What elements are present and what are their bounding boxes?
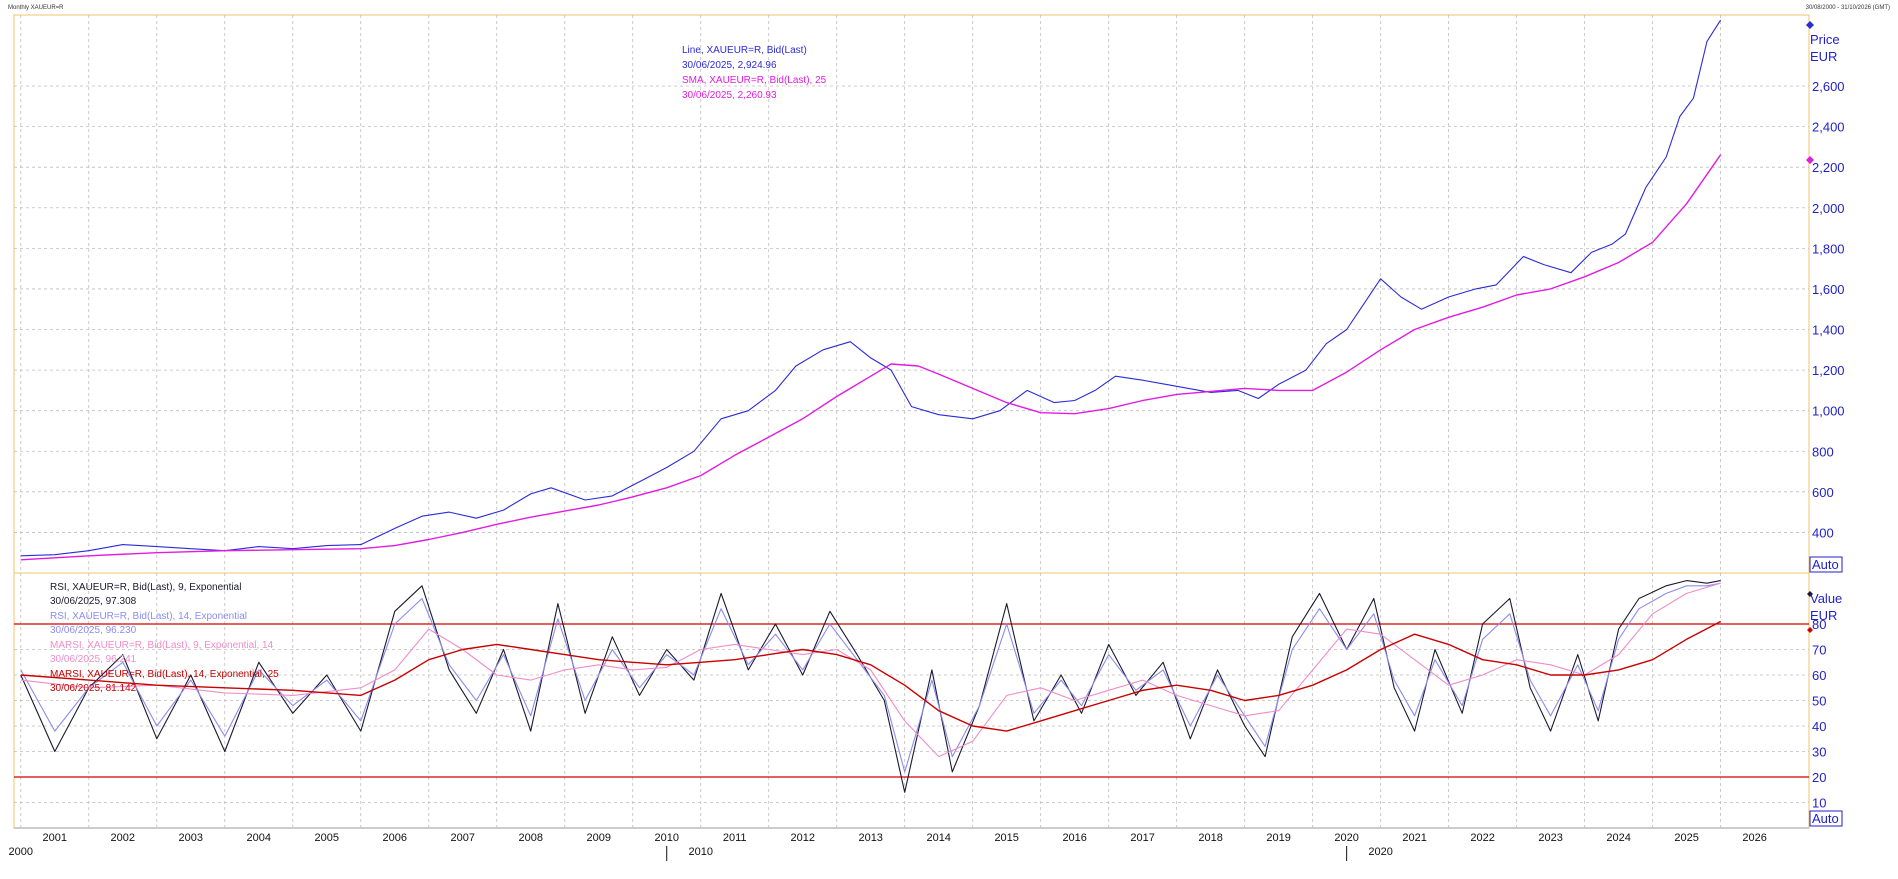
oscillator-legend: RSI, XAUEUR=R, Bid(Last), 9, Exponential…	[50, 582, 279, 694]
y-tick-label: 20	[1812, 770, 1826, 785]
x-decade-label: 2010	[688, 846, 712, 858]
y-tick-label: 40	[1812, 719, 1826, 734]
y-tick-label: 2,600	[1812, 79, 1845, 94]
x-tick-label: 2006	[383, 832, 407, 844]
x-decade-label: 2000	[9, 846, 33, 858]
x-tick-label: 2008	[519, 832, 543, 844]
legend-rsi9-value: 30/06/2025, 97.308	[50, 596, 137, 607]
y-tick-label: 2,400	[1812, 120, 1845, 135]
y-tick-label: 80	[1812, 617, 1826, 632]
price-auto-button[interactable]	[1809, 556, 1843, 573]
legend-rsi14-value: 30/06/2025, 96.230	[50, 625, 137, 636]
x-tick-label: 2017	[1130, 832, 1154, 844]
y-tick-label: 2,000	[1812, 201, 1845, 216]
legend-price-label: Line, XAUEUR=R, Bid(Last)	[682, 45, 807, 56]
legend-marsi9-label: MARSI, XAUEUR=R, Bid(Last), 9, Exponenti…	[50, 640, 274, 651]
series-line-sma	[20, 154, 1722, 561]
y-tick-labels: 400 600 800 1,000 1,200 1,400 1,600 1,800 2,000 2…	[1812, 79, 1845, 810]
y-tick-label: 400	[1812, 525, 1834, 540]
x-decade-label: 2020	[1368, 846, 1392, 858]
x-tick-label: 2012	[790, 832, 814, 844]
x-tick-label: 2014	[926, 832, 950, 844]
legend-marsi14-label: MARSI, XAUEUR=R, Bid(Last), 14, Exponent…	[50, 669, 279, 680]
x-tick-label: 2007	[451, 832, 475, 844]
x-tick-label: 2021	[1402, 832, 1426, 844]
y-tick-label: 600	[1812, 485, 1834, 500]
price-axis-unit: EUR	[1810, 49, 1837, 64]
x-tick-label: 2015	[994, 832, 1018, 844]
y-tick-label: 800	[1812, 444, 1834, 459]
series-line-marsi9	[20, 582, 1721, 758]
legend-sma-value: 30/06/2025, 2,260.93	[682, 90, 777, 101]
y-tick-label: 2,200	[1812, 160, 1845, 175]
legend-rsi9-label: RSI, XAUEUR=R, Bid(Last), 9, Exponential	[50, 582, 241, 593]
value-auto-button[interactable]	[1809, 810, 1843, 827]
series-line-price	[20, 19, 1722, 557]
y-tick-label: 10	[1812, 796, 1826, 811]
x-tick-label: 2019	[1266, 832, 1290, 844]
rsi-marker-icon	[1807, 591, 1813, 597]
legend-price-value: 30/06/2025, 2,924.96	[682, 60, 777, 71]
value-axis-title: Value	[1810, 591, 1842, 606]
y-tick-label: 60	[1812, 668, 1826, 683]
legend-sma-label: SMA, XAUEUR=R, Bid(Last), 25	[682, 75, 827, 86]
price-marker-icon	[1806, 21, 1814, 29]
x-tick-label: 2020	[1334, 832, 1358, 844]
price-legend: Line, XAUEUR=R, Bid(Last) 30/06/2025, 2,…	[682, 45, 827, 101]
y-tick-label: 1,400	[1812, 323, 1845, 338]
x-tick-label: 2022	[1470, 832, 1494, 844]
x-tick-label: 2013	[858, 832, 882, 844]
x-tick-label: 2024	[1606, 832, 1630, 844]
legend-marsi9-value: 30/06/2025, 96.241	[50, 654, 137, 665]
price-axis-title: Price	[1810, 32, 1840, 47]
oscillator-levels	[14, 623, 1809, 778]
y-tick-label: 30	[1812, 745, 1826, 760]
y-tick-label: 70	[1812, 643, 1826, 658]
x-tick-label: 2025	[1674, 832, 1698, 844]
legend-marsi14-value: 30/06/2025, 81.142	[50, 683, 137, 694]
chart-date-range: 30/08/2000 - 31/10/2026 (GMT)	[1806, 5, 1890, 11]
x-tick-label: 2002	[111, 832, 135, 844]
series-line-rsi9	[20, 580, 1721, 793]
x-tick-label: 2005	[315, 832, 339, 844]
series-group	[20, 19, 1722, 793]
y-tick-label: 1,200	[1812, 363, 1845, 378]
sma-marker-icon	[1806, 156, 1814, 164]
legend-rsi14-label: RSI, XAUEUR=R, Bid(Last), 14, Exponentia…	[50, 611, 247, 622]
series-line-rsi14	[20, 582, 1721, 773]
x-tick-label: 2026	[1742, 832, 1766, 844]
price-auto-label: Auto	[1812, 557, 1839, 572]
y-tick-label: 1,600	[1812, 282, 1845, 297]
marsi-marker-icon	[1807, 627, 1813, 633]
price-panel[interactable]	[13, 14, 1810, 574]
x-tick-labels: 2001 2002 2003 2004 2005 2006 2007 2008 2009 2010…	[9, 832, 1767, 861]
x-tick-label: 2001	[43, 832, 67, 844]
value-axis-unit: EUR	[1810, 608, 1837, 623]
x-tick-label: 2016	[1062, 832, 1086, 844]
y-tick-label: 1,000	[1812, 404, 1845, 419]
x-tick-label: 2023	[1538, 832, 1562, 844]
series-line-marsi14	[20, 620, 1721, 732]
x-tick-label: 2004	[247, 832, 271, 844]
x-tick-label: 2018	[1198, 832, 1222, 844]
y-tick-label: 1,800	[1812, 241, 1845, 256]
x-tick-label: 2003	[179, 832, 203, 844]
x-tick-label: 2009	[586, 832, 610, 844]
x-tick-label: 2010	[654, 832, 678, 844]
chart-title: Monthly XAUEUR=R	[8, 5, 64, 11]
x-tick-label: 2011	[723, 832, 747, 844]
y-tick-label: 50	[1812, 694, 1826, 709]
value-auto-label: Auto	[1812, 811, 1839, 826]
